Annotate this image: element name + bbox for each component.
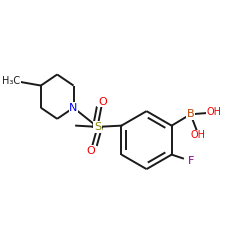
Text: B: B [187,109,194,119]
Text: N: N [69,103,78,113]
Text: OH: OH [190,130,206,140]
Text: O: O [87,146,96,156]
Text: O: O [98,97,107,107]
Text: S: S [94,122,101,132]
Text: H₃C: H₃C [2,76,21,86]
Text: F: F [188,156,194,166]
Text: OH: OH [206,107,222,117]
